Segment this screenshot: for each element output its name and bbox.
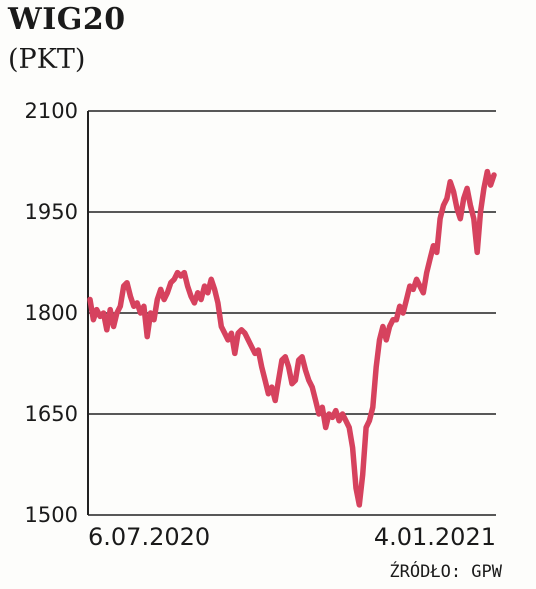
y-tick-labels: 2100 1950 1800 1650 1500 — [25, 99, 78, 527]
chart-unit: (PKT) — [8, 44, 86, 75]
series-group — [87, 168, 497, 508]
x-tick-label-end: 4.01.2021 — [374, 523, 496, 551]
x-tick-labels: 6.07.2020 4.01.2021 — [88, 523, 496, 551]
chart-grid — [88, 110, 496, 516]
y-tick-label-1650: 1650 — [25, 402, 78, 426]
y-tick-label-1500: 1500 — [25, 503, 78, 527]
series-line — [87, 168, 497, 508]
x-tick-label-start: 6.07.2020 — [88, 523, 210, 551]
y-tick-label-1950: 1950 — [25, 200, 78, 224]
source-note: ŹRÓDŁO: GPW — [389, 562, 502, 582]
y-tick-label-1800: 1800 — [25, 301, 78, 325]
y-tick-label-2100: 2100 — [25, 99, 78, 123]
chart-title: WIG20 — [8, 2, 126, 37]
